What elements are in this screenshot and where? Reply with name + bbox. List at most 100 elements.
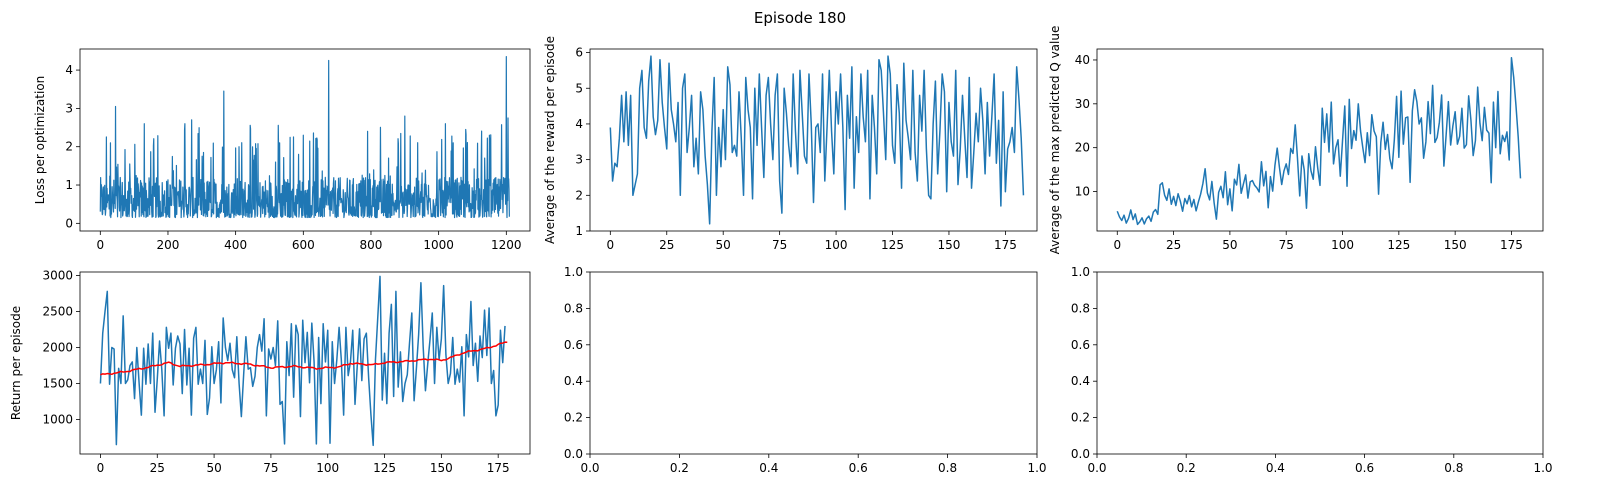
x-tick-label: 0.0 xyxy=(1087,461,1106,475)
x-tick-label: 0 xyxy=(1113,238,1121,252)
plot-frame xyxy=(589,271,1038,455)
plot-frame xyxy=(1096,48,1544,232)
x-tick-label: 25 xyxy=(659,238,674,252)
series-line xyxy=(1116,57,1522,226)
plot-frame xyxy=(589,48,1038,232)
x-tick-label: 0.6 xyxy=(849,461,868,475)
y-tick-label: 2500 xyxy=(42,305,73,319)
y-tick-label: 4 xyxy=(575,117,583,131)
y-axis-label: Average of the max predicted Q value xyxy=(1048,26,1062,255)
y-tick-label: 0.4 xyxy=(1071,374,1090,388)
y-tick-label: 6 xyxy=(575,46,583,60)
y-tick-label: 2 xyxy=(65,140,73,154)
plot-frame xyxy=(1096,271,1544,455)
series-line xyxy=(609,55,1025,225)
plot-frame xyxy=(79,271,531,455)
x-tick-label: 200 xyxy=(157,238,180,252)
y-tick-label: 1 xyxy=(575,224,583,238)
y-tick-label: 2 xyxy=(575,188,583,202)
x-tick-label: 150 xyxy=(938,238,961,252)
x-tick-label: 125 xyxy=(881,238,904,252)
x-tick-label: 125 xyxy=(1387,238,1410,252)
x-tick-label: 0.0 xyxy=(580,461,599,475)
x-tick-label: 0.6 xyxy=(1355,461,1374,475)
y-tick-label: 0.6 xyxy=(1071,338,1090,352)
y-tick-label: 0.0 xyxy=(1071,447,1090,461)
x-tick-label: 50 xyxy=(1222,238,1237,252)
plot-frame xyxy=(79,48,531,232)
y-tick-label: 1.0 xyxy=(564,265,583,279)
x-tick-label: 150 xyxy=(430,461,453,475)
x-tick-label: 400 xyxy=(224,238,247,252)
x-tick-label: 100 xyxy=(316,461,339,475)
x-tick-label: 175 xyxy=(994,238,1017,252)
y-tick-label: 40 xyxy=(1075,53,1090,67)
x-tick-label: 0 xyxy=(606,238,614,252)
series-line xyxy=(99,275,506,447)
x-tick-label: 100 xyxy=(1331,238,1354,252)
x-tick-label: 25 xyxy=(150,461,165,475)
x-tick-label: 0.2 xyxy=(1177,461,1196,475)
x-tick-label: 1.0 xyxy=(1533,461,1552,475)
y-tick-label: 20 xyxy=(1075,141,1090,155)
y-tick-label: 3 xyxy=(65,101,73,115)
series-line xyxy=(99,56,510,219)
y-tick-label: 2000 xyxy=(42,341,73,355)
y-tick-label: 0.6 xyxy=(564,338,583,352)
x-tick-label: 25 xyxy=(1166,238,1181,252)
x-tick-label: 1000 xyxy=(423,238,454,252)
x-tick-label: 0.8 xyxy=(1444,461,1463,475)
x-tick-label: 50 xyxy=(716,238,731,252)
series-line-moving-average xyxy=(100,341,508,376)
x-tick-label: 175 xyxy=(487,461,510,475)
series-group xyxy=(99,275,508,447)
series-group xyxy=(1116,57,1522,226)
y-axis-label: Return per episode xyxy=(9,306,23,420)
y-tick-label: 0.8 xyxy=(1071,301,1090,315)
x-tick-label: 75 xyxy=(772,238,787,252)
y-tick-label: 0.2 xyxy=(1071,411,1090,425)
chart-loss: 0 200 400 600 800 1000 1200 0 1 2 3 4 Loss per optim… xyxy=(33,48,531,252)
x-tick-label: 100 xyxy=(825,238,848,252)
x-tick-label: 600 xyxy=(292,238,315,252)
y-tick-label: 1 xyxy=(65,178,73,192)
x-tick-label: 0.4 xyxy=(759,461,778,475)
x-tick-label: 0.4 xyxy=(1266,461,1285,475)
chart-return: 0 25 50 75 100 125 150 175 1000 1500 2000 2500 3000 R… xyxy=(9,269,531,475)
y-tick-label: 0.4 xyxy=(564,374,583,388)
y-tick-label: 0.2 xyxy=(564,411,583,425)
series-group xyxy=(99,56,510,219)
y-tick-label: 3 xyxy=(575,153,583,167)
x-tick-label: 0 xyxy=(96,238,104,252)
y-tick-label: 10 xyxy=(1075,185,1090,199)
chart-empty2: 0.0 0.2 0.4 0.6 0.8 1.0 0.0 0.2 0.4 0.6 0.8 1.0 xyxy=(1071,265,1553,475)
y-tick-label: 1500 xyxy=(42,377,73,391)
x-tick-label: 125 xyxy=(373,461,396,475)
figure-title: Episode 180 xyxy=(754,9,846,27)
chart-qvalue: 0 25 50 75 100 125 150 175 10 20 30 40 Average of th… xyxy=(1048,26,1544,255)
y-tick-label: 1000 xyxy=(42,412,73,426)
x-tick-label: 1200 xyxy=(491,238,522,252)
x-tick-label: 150 xyxy=(1444,238,1467,252)
chart-empty1: 0.0 0.2 0.4 0.6 0.8 1.0 0.0 0.2 0.4 0.6 0.8 1.0 xyxy=(564,265,1047,475)
y-tick-label: 30 xyxy=(1075,97,1090,111)
x-tick-label: 800 xyxy=(360,238,383,252)
y-tick-label: 4 xyxy=(65,63,73,77)
y-tick-label: 5 xyxy=(575,81,583,95)
x-tick-label: 1.0 xyxy=(1027,461,1046,475)
y-axis-label: Loss per optimization xyxy=(33,76,47,205)
x-tick-label: 175 xyxy=(1500,238,1523,252)
x-tick-label: 0.8 xyxy=(938,461,957,475)
y-tick-label: 1.0 xyxy=(1071,265,1090,279)
x-tick-label: 75 xyxy=(1279,238,1294,252)
y-tick-label: 0.8 xyxy=(564,301,583,315)
x-tick-label: 50 xyxy=(206,461,221,475)
chart-reward: 0 25 50 75 100 125 150 175 1 2 3 4 5 6 Average of the … xyxy=(543,36,1038,252)
x-tick-label: 0.2 xyxy=(670,461,689,475)
x-tick-label: 75 xyxy=(263,461,278,475)
y-axis-label: Average of the reward per episode xyxy=(543,36,557,244)
y-tick-label: 0 xyxy=(65,216,73,230)
y-tick-label: 3000 xyxy=(42,269,73,283)
x-tick-label: 0 xyxy=(97,461,105,475)
